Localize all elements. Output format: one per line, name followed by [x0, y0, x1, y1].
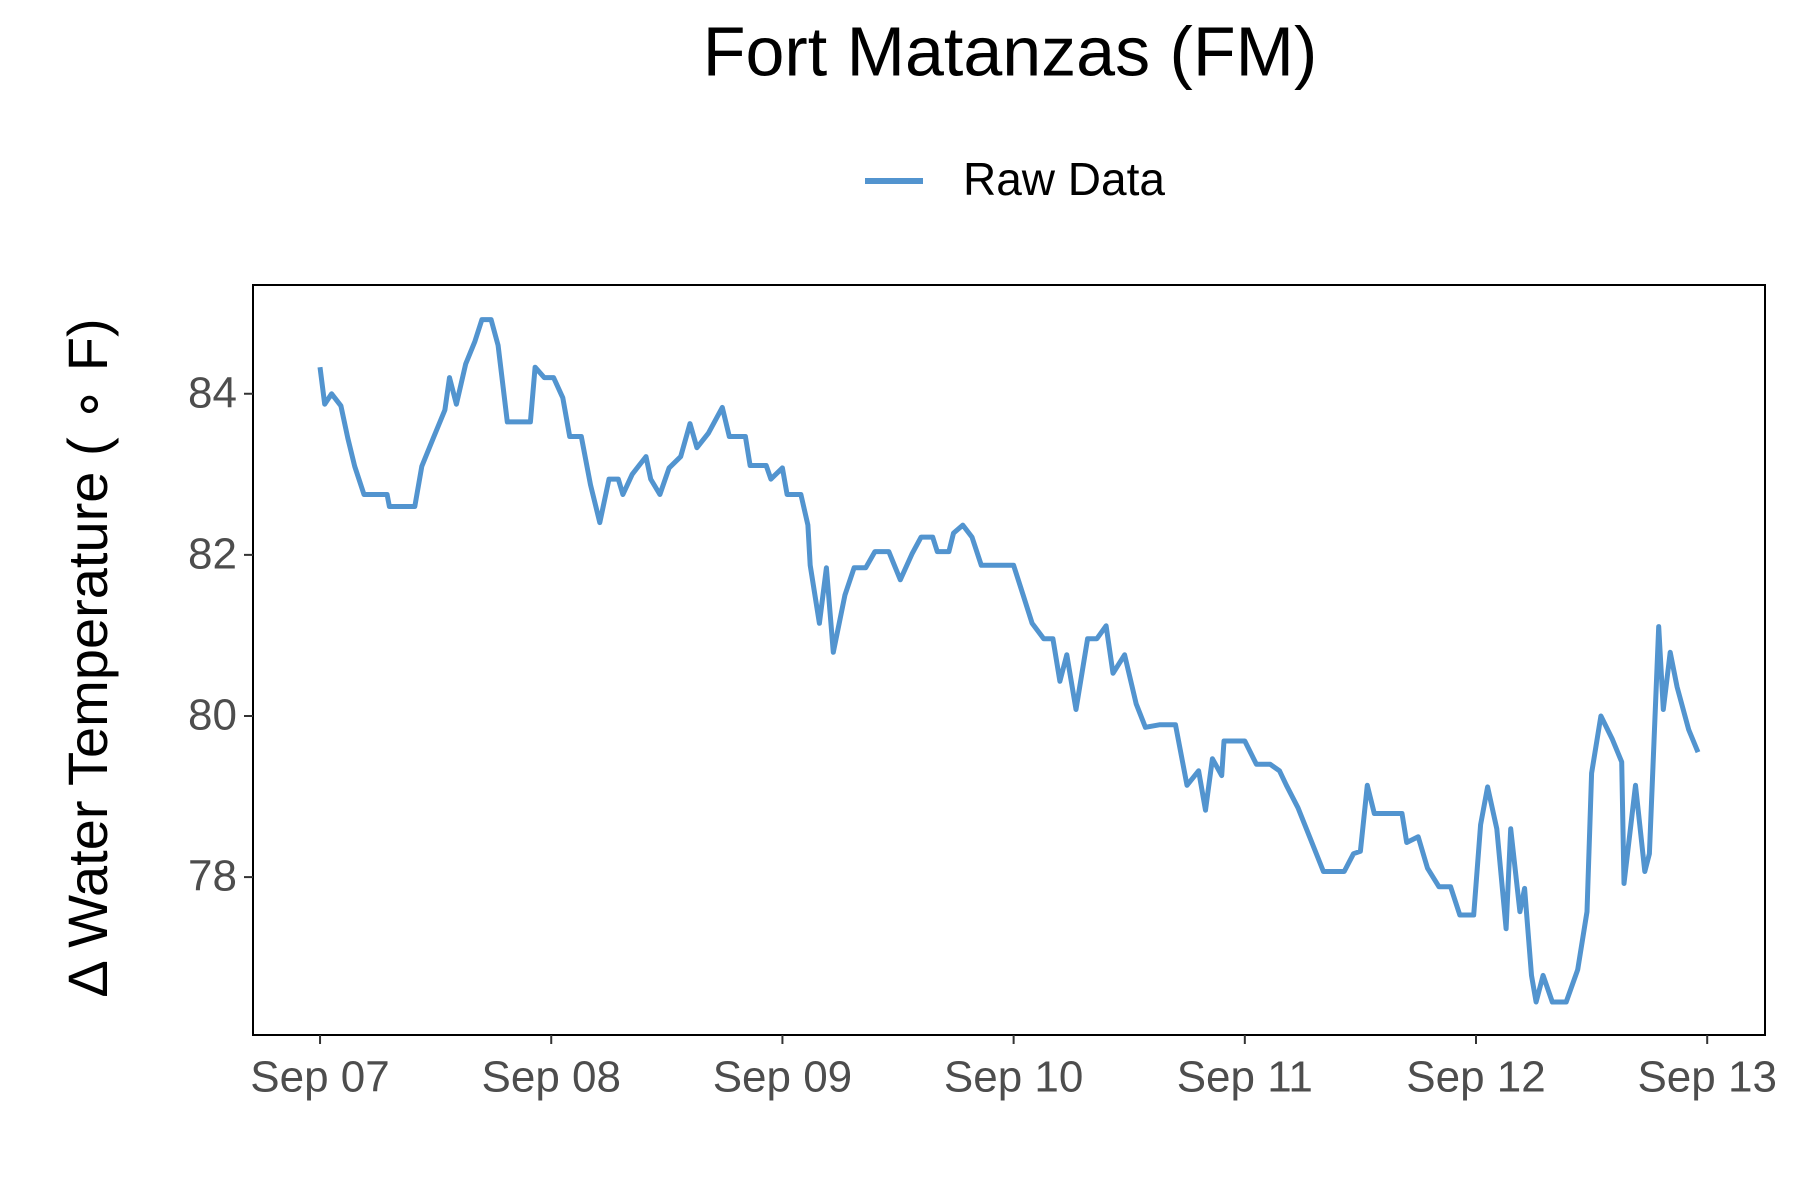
data-line [317, 317, 1701, 1005]
x-tick-label: Sep 09 [713, 1053, 852, 1102]
y-tick-label: 82 [188, 529, 237, 578]
x-tick-label: Sep 13 [1637, 1053, 1776, 1102]
x-tick-label: Sep 12 [1406, 1053, 1545, 1102]
x-tick-label: Sep 08 [482, 1053, 621, 1102]
y-axis-label: Δ Water Temperature ( ∘ F) [56, 318, 119, 997]
y-tick-label: 80 [188, 691, 237, 740]
x-tick-label: Sep 07 [250, 1053, 389, 1102]
legend-label: Raw Data [963, 153, 1165, 205]
y-tick-label: 78 [188, 852, 237, 901]
plot-panel [252, 284, 1766, 1036]
x-tick-label: Sep 11 [1177, 1053, 1313, 1102]
x-tick-label: Sep 10 [944, 1053, 1083, 1102]
chart-title: Fort Matanzas (FM) [703, 12, 1318, 90]
y-tick-label: 84 [188, 368, 237, 417]
